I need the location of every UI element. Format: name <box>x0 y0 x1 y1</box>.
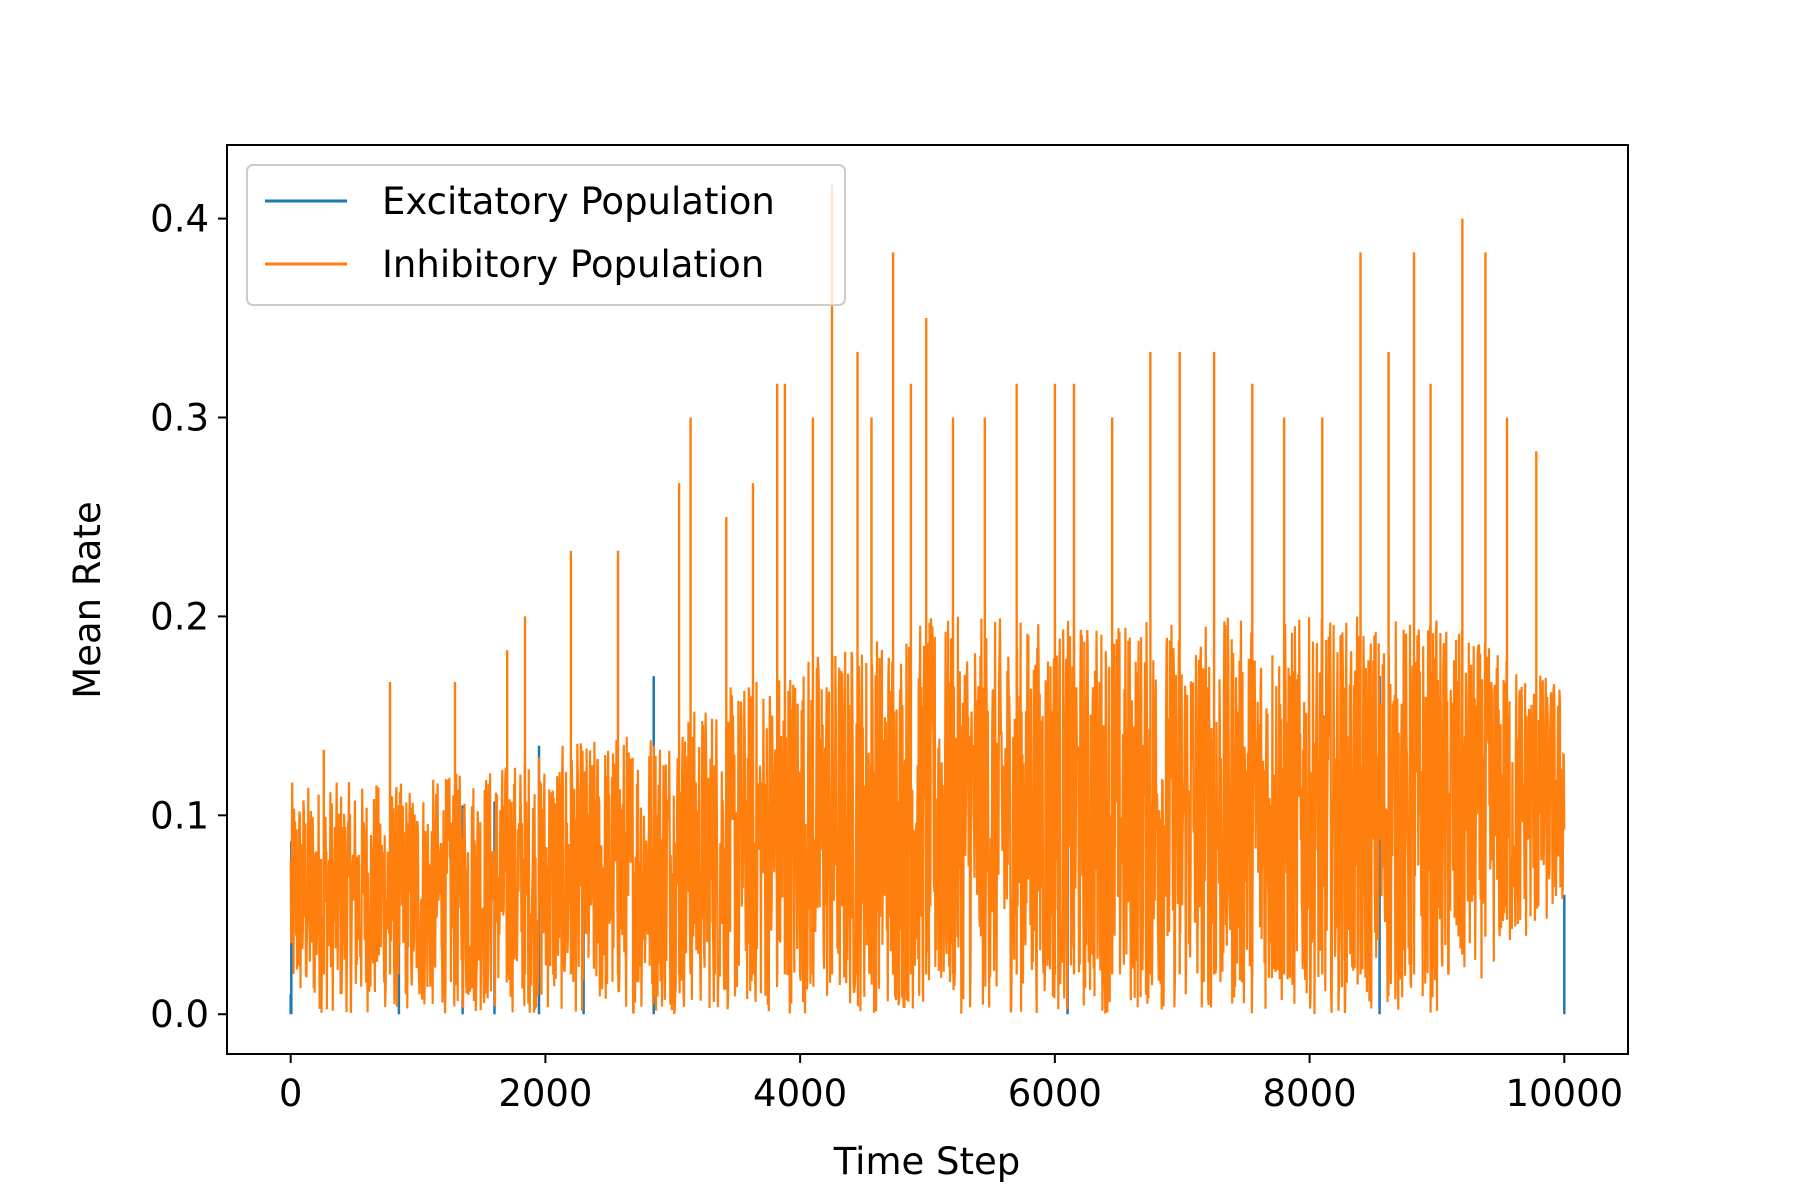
y-tick-label: 0.2 <box>150 595 209 638</box>
x-tick-label: 4000 <box>753 1072 847 1115</box>
y-tick-label: 0.0 <box>150 993 209 1036</box>
y-axis-label: Mean Rate <box>66 501 109 698</box>
y-tick-label: 0.3 <box>150 397 209 440</box>
legend-box <box>246 164 846 306</box>
x-axis-label: Time Step <box>833 1140 1021 1183</box>
x-tick-label: 6000 <box>1008 1072 1102 1115</box>
x-tick-label: 10000 <box>1505 1072 1623 1115</box>
plot-frame <box>226 144 1629 1055</box>
y-tick-label: 0.1 <box>150 794 209 837</box>
y-tick-label: 0.4 <box>150 198 209 241</box>
x-tick-label: 8000 <box>1263 1072 1357 1115</box>
legend-label: Inhibitory Population <box>382 243 764 286</box>
series-line-inhibitory <box>289 616 1566 1015</box>
x-tick-label: 0 <box>279 1072 303 1115</box>
x-tick-label: 2000 <box>498 1072 592 1115</box>
legend-label: Excitatory Population <box>382 180 775 223</box>
